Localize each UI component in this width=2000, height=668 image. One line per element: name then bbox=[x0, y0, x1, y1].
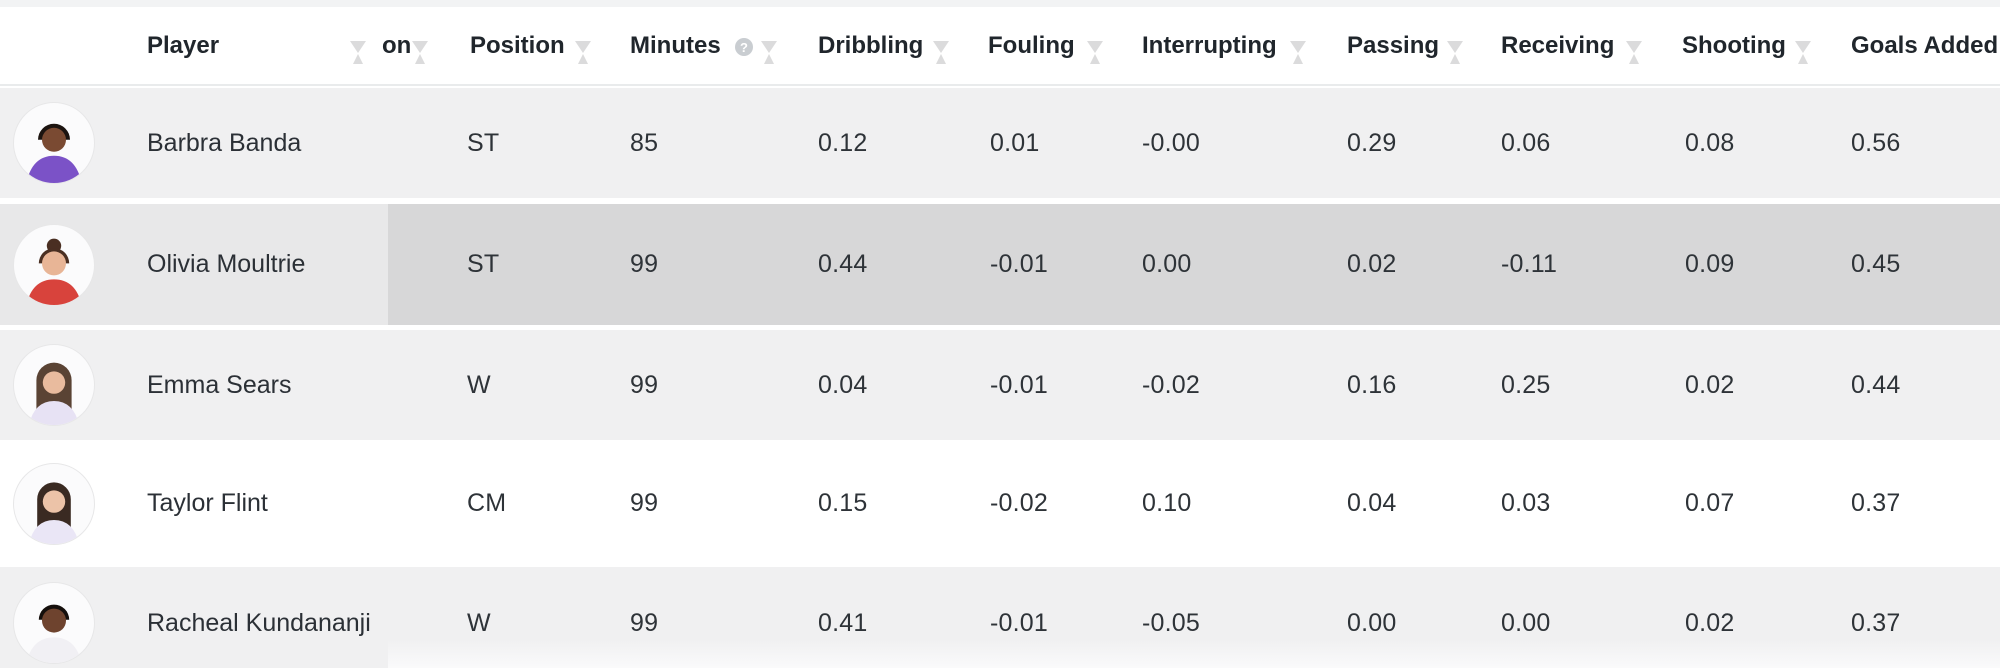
filter-icon[interactable] bbox=[575, 41, 591, 64]
column-header-shooting[interactable]: Shooting bbox=[1682, 31, 1786, 59]
cell-receiving: 0.25 bbox=[1501, 370, 1551, 399]
column-header-interrupting[interactable]: Interrupting bbox=[1142, 31, 1277, 59]
cell-shooting: 0.07 bbox=[1685, 489, 1735, 517]
table-top-strip bbox=[0, 0, 2000, 7]
filter-icon[interactable] bbox=[1290, 41, 1306, 64]
cell-shooting: 0.09 bbox=[1685, 250, 1735, 278]
player-name-link[interactable]: Taylor Flint bbox=[147, 489, 268, 517]
cell-goals-added: 0.44 bbox=[1851, 370, 1901, 399]
cell-minutes: 99 bbox=[630, 250, 659, 278]
cell-goals-added: 0.37 bbox=[1851, 608, 1901, 637]
column-header-passing[interactable]: Passing bbox=[1347, 31, 1440, 59]
cell-shooting: 0.02 bbox=[1685, 370, 1735, 399]
cell-fouling: -0.02 bbox=[990, 489, 1048, 517]
cell-goals-added: 0.45 bbox=[1851, 250, 1901, 278]
table-row[interactable]: Racheal Kundananji W 99 0.41 -0.01 -0.05… bbox=[0, 567, 2000, 668]
cell-minutes: 99 bbox=[630, 608, 659, 637]
cell-interrupting: -0.00 bbox=[1142, 128, 1200, 157]
filter-icon[interactable] bbox=[1447, 41, 1463, 64]
cell-dribbling: 0.44 bbox=[818, 250, 868, 278]
player-avatar bbox=[13, 462, 95, 545]
player-avatar bbox=[13, 102, 95, 184]
cell-dribbling: 0.04 bbox=[818, 370, 868, 399]
filter-icon[interactable] bbox=[1087, 41, 1103, 64]
table-row[interactable]: Emma Sears W 99 0.04 -0.01 -0.02 0.16 0.… bbox=[0, 330, 2000, 440]
column-header-goals-added[interactable]: Goals Added bbox=[1851, 31, 1999, 59]
table-row[interactable]: Taylor Flint CM 99 0.15 -0.02 0.10 0.04 … bbox=[0, 445, 2000, 562]
column-header-season-clipped[interactable]: on bbox=[382, 31, 412, 59]
cell-passing: 0.16 bbox=[1347, 370, 1397, 399]
column-header-receiving[interactable]: Receiving bbox=[1501, 31, 1615, 59]
cell-passing: 0.00 bbox=[1347, 608, 1397, 637]
cell-passing: 0.02 bbox=[1347, 250, 1397, 278]
cell-receiving: 0.03 bbox=[1501, 489, 1551, 517]
cell-interrupting: 0.10 bbox=[1142, 489, 1192, 517]
cell-minutes: 99 bbox=[630, 370, 659, 399]
column-header-dribbling[interactable]: Dribbling bbox=[818, 31, 924, 59]
player-avatar bbox=[13, 344, 95, 426]
player-name-link[interactable]: Olivia Moultrie bbox=[147, 250, 306, 278]
player-avatar bbox=[13, 582, 95, 664]
table-row[interactable]: Barbra Banda ST 85 0.12 0.01 -0.00 0.29 … bbox=[0, 88, 2000, 198]
cell-position: ST bbox=[467, 128, 500, 157]
column-header-position[interactable]: Position bbox=[470, 31, 565, 59]
minutes-help-icon[interactable]: ? bbox=[735, 38, 753, 56]
cell-interrupting: -0.05 bbox=[1142, 608, 1200, 637]
cell-minutes: 85 bbox=[630, 128, 659, 157]
cell-dribbling: 0.12 bbox=[818, 128, 868, 157]
player-avatar bbox=[13, 223, 95, 306]
cell-fouling: -0.01 bbox=[990, 250, 1048, 278]
cell-interrupting: 0.00 bbox=[1142, 250, 1192, 278]
player-name-link[interactable]: Emma Sears bbox=[147, 370, 292, 399]
cell-receiving: 0.00 bbox=[1501, 608, 1551, 637]
cell-receiving: -0.11 bbox=[1501, 250, 1558, 278]
filter-icon[interactable] bbox=[933, 41, 949, 64]
cell-fouling: -0.01 bbox=[990, 608, 1048, 637]
cell-fouling: 0.01 bbox=[990, 128, 1040, 157]
cell-shooting: 0.02 bbox=[1685, 608, 1735, 637]
cell-position: CM bbox=[467, 489, 507, 517]
player-name-link[interactable]: Racheal Kundananji bbox=[147, 608, 371, 637]
filter-icon[interactable] bbox=[1626, 41, 1642, 64]
table-header: Player on Position Minutes ? Dribbling F… bbox=[0, 7, 2000, 86]
column-header-player[interactable]: Player bbox=[147, 31, 220, 59]
cell-fouling: -0.01 bbox=[990, 370, 1048, 399]
column-header-minutes[interactable]: Minutes bbox=[630, 31, 721, 59]
cell-position: W bbox=[467, 608, 491, 637]
cell-receiving: 0.06 bbox=[1501, 128, 1551, 157]
cell-dribbling: 0.15 bbox=[818, 489, 868, 517]
cell-dribbling: 0.41 bbox=[818, 608, 868, 637]
cell-passing: 0.29 bbox=[1347, 128, 1397, 157]
cell-goals-added: 0.37 bbox=[1851, 489, 1901, 517]
cell-position: ST bbox=[467, 250, 500, 278]
filter-icon[interactable] bbox=[412, 41, 428, 64]
filter-icon[interactable] bbox=[761, 41, 777, 64]
cell-shooting: 0.08 bbox=[1685, 128, 1735, 157]
cell-interrupting: -0.02 bbox=[1142, 370, 1200, 399]
filter-icon[interactable] bbox=[1795, 41, 1811, 64]
filter-icon[interactable] bbox=[350, 41, 366, 64]
column-header-fouling[interactable]: Fouling bbox=[988, 31, 1075, 59]
cell-goals-added: 0.56 bbox=[1851, 128, 1901, 157]
cell-position: W bbox=[467, 370, 491, 399]
table-row-highlighted[interactable]: Olivia Moultrie ST 99 0.44 -0.01 0.00 0.… bbox=[0, 204, 2000, 325]
cell-minutes: 99 bbox=[630, 489, 659, 517]
player-name-link[interactable]: Barbra Banda bbox=[147, 128, 302, 157]
cell-passing: 0.04 bbox=[1347, 489, 1397, 517]
